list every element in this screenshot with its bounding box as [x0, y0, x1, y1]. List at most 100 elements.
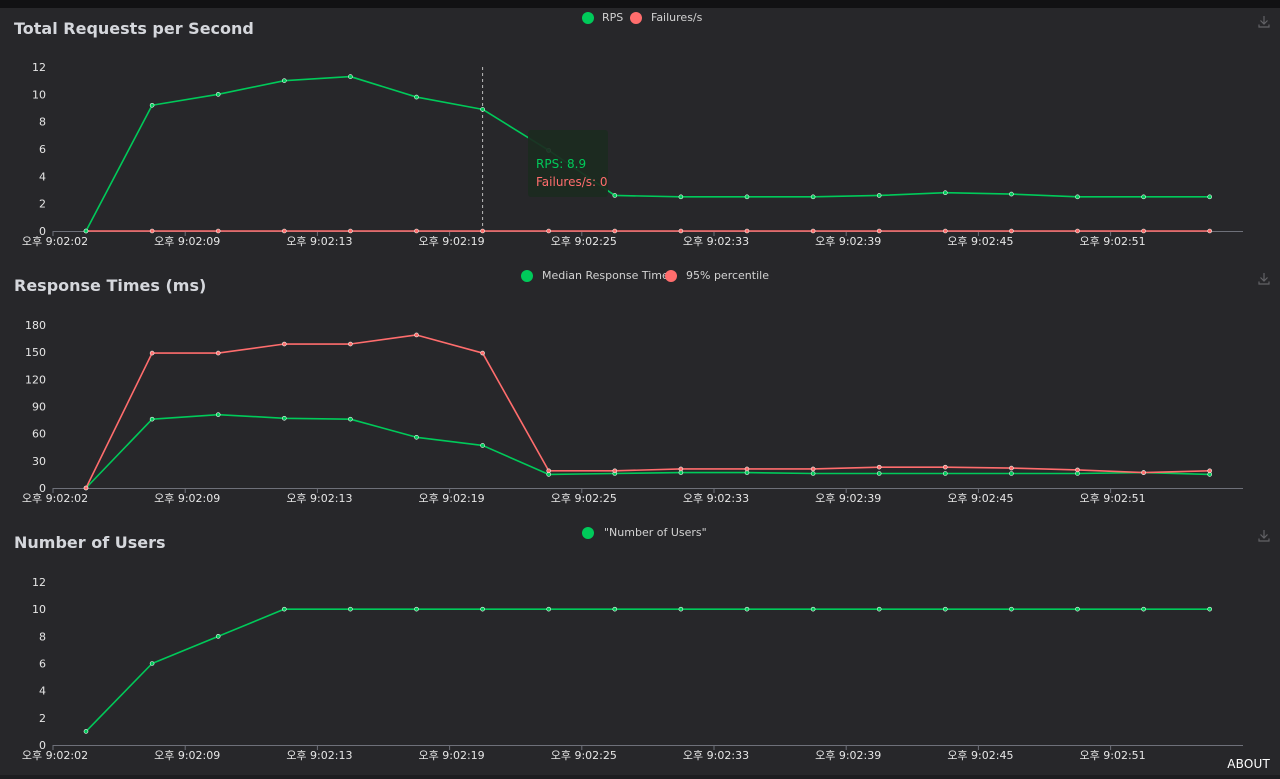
- data-point[interactable]: [348, 342, 352, 346]
- data-point[interactable]: [877, 465, 881, 469]
- data-point[interactable]: [613, 469, 617, 473]
- data-point[interactable]: [745, 607, 749, 611]
- data-point[interactable]: [877, 472, 881, 476]
- data-point[interactable]: [415, 229, 419, 233]
- data-point[interactable]: [216, 92, 220, 96]
- data-point[interactable]: [84, 486, 88, 490]
- data-point[interactable]: [811, 195, 815, 199]
- data-point[interactable]: [745, 467, 749, 471]
- data-point[interactable]: [1208, 469, 1212, 473]
- data-point[interactable]: [1208, 195, 1212, 199]
- data-point[interactable]: [877, 229, 881, 233]
- legend-marker: [582, 527, 594, 539]
- data-point[interactable]: [811, 229, 815, 233]
- data-point[interactable]: [216, 229, 220, 233]
- data-point[interactable]: [1076, 468, 1080, 472]
- data-point[interactable]: [679, 229, 683, 233]
- data-point[interactable]: [1142, 471, 1146, 475]
- data-point[interactable]: [415, 333, 419, 337]
- data-point[interactable]: [943, 191, 947, 195]
- data-point[interactable]: [1076, 607, 1080, 611]
- data-point[interactable]: [216, 351, 220, 355]
- y-tick-label: 8: [39, 116, 46, 129]
- data-point[interactable]: [150, 662, 154, 666]
- series-line: [86, 77, 1210, 231]
- x-tick-label: 오후 9:02:33: [683, 749, 749, 762]
- data-point[interactable]: [481, 351, 485, 355]
- data-point[interactable]: [1009, 607, 1013, 611]
- legend: Median Response Time 95% percentile: [521, 269, 769, 282]
- data-point[interactable]: [415, 607, 419, 611]
- data-point[interactable]: [613, 229, 617, 233]
- data-point[interactable]: [1142, 607, 1146, 611]
- data-point[interactable]: [745, 229, 749, 233]
- data-point[interactable]: [282, 79, 286, 83]
- data-point[interactable]: [282, 342, 286, 346]
- data-point[interactable]: [877, 193, 881, 197]
- data-point[interactable]: [481, 443, 485, 447]
- legend-item-median[interactable]: Median Response Time: [521, 269, 669, 282]
- data-point[interactable]: [84, 729, 88, 733]
- data-point[interactable]: [481, 107, 485, 111]
- data-point[interactable]: [282, 416, 286, 420]
- data-point[interactable]: [150, 229, 154, 233]
- data-point[interactable]: [679, 195, 683, 199]
- download-icon[interactable]: [1259, 530, 1269, 541]
- data-point[interactable]: [547, 229, 551, 233]
- data-point[interactable]: [943, 472, 947, 476]
- data-point[interactable]: [547, 469, 551, 473]
- data-point[interactable]: [348, 417, 352, 421]
- data-point[interactable]: [84, 229, 88, 233]
- data-point[interactable]: [613, 607, 617, 611]
- data-point[interactable]: [216, 413, 220, 417]
- x-tick-label: 오후 9:02:39: [815, 492, 881, 505]
- data-point[interactable]: [943, 465, 947, 469]
- data-point[interactable]: [1142, 229, 1146, 233]
- download-icon[interactable]: [1259, 273, 1269, 284]
- data-point[interactable]: [150, 103, 154, 107]
- data-point[interactable]: [150, 417, 154, 421]
- data-point[interactable]: [679, 467, 683, 471]
- data-point[interactable]: [1142, 195, 1146, 199]
- data-point[interactable]: [943, 607, 947, 611]
- data-point[interactable]: [282, 229, 286, 233]
- data-point[interactable]: [745, 195, 749, 199]
- data-point[interactable]: [1009, 229, 1013, 233]
- legend-label: Median Response Time: [542, 269, 669, 282]
- data-point[interactable]: [150, 351, 154, 355]
- data-point[interactable]: [1009, 192, 1013, 196]
- data-point[interactable]: [811, 472, 815, 476]
- legend-item-users[interactable]: "Number of Users": [582, 526, 707, 539]
- data-point[interactable]: [216, 634, 220, 638]
- legend-item-rps[interactable]: RPS: [582, 11, 623, 24]
- data-point[interactable]: [679, 607, 683, 611]
- legend-item-95-percentile[interactable]: 95% percentile: [665, 269, 769, 282]
- legend-item-failures[interactable]: Failures/s: [630, 11, 703, 24]
- data-point[interactable]: [1208, 607, 1212, 611]
- data-point[interactable]: [547, 607, 551, 611]
- data-point[interactable]: [1009, 472, 1013, 476]
- data-point[interactable]: [282, 607, 286, 611]
- data-point[interactable]: [1076, 229, 1080, 233]
- data-point[interactable]: [1208, 229, 1212, 233]
- data-point[interactable]: [943, 229, 947, 233]
- data-point[interactable]: [1076, 195, 1080, 199]
- data-point[interactable]: [348, 75, 352, 79]
- data-point[interactable]: [415, 435, 419, 439]
- data-point[interactable]: [481, 607, 485, 611]
- y-tick-label: 10: [32, 88, 46, 101]
- data-point[interactable]: [877, 607, 881, 611]
- about-link[interactable]: ABOUT: [1227, 757, 1270, 771]
- series-line: [86, 415, 1210, 488]
- data-point[interactable]: [348, 607, 352, 611]
- data-point[interactable]: [415, 95, 419, 99]
- data-point[interactable]: [613, 193, 617, 197]
- download-icon[interactable]: [1259, 16, 1269, 27]
- data-point[interactable]: [811, 607, 815, 611]
- data-point[interactable]: [811, 467, 815, 471]
- data-point[interactable]: [348, 229, 352, 233]
- x-tick-label: 오후 9:02:45: [947, 235, 1013, 248]
- data-point[interactable]: [481, 229, 485, 233]
- data-point[interactable]: [1009, 466, 1013, 470]
